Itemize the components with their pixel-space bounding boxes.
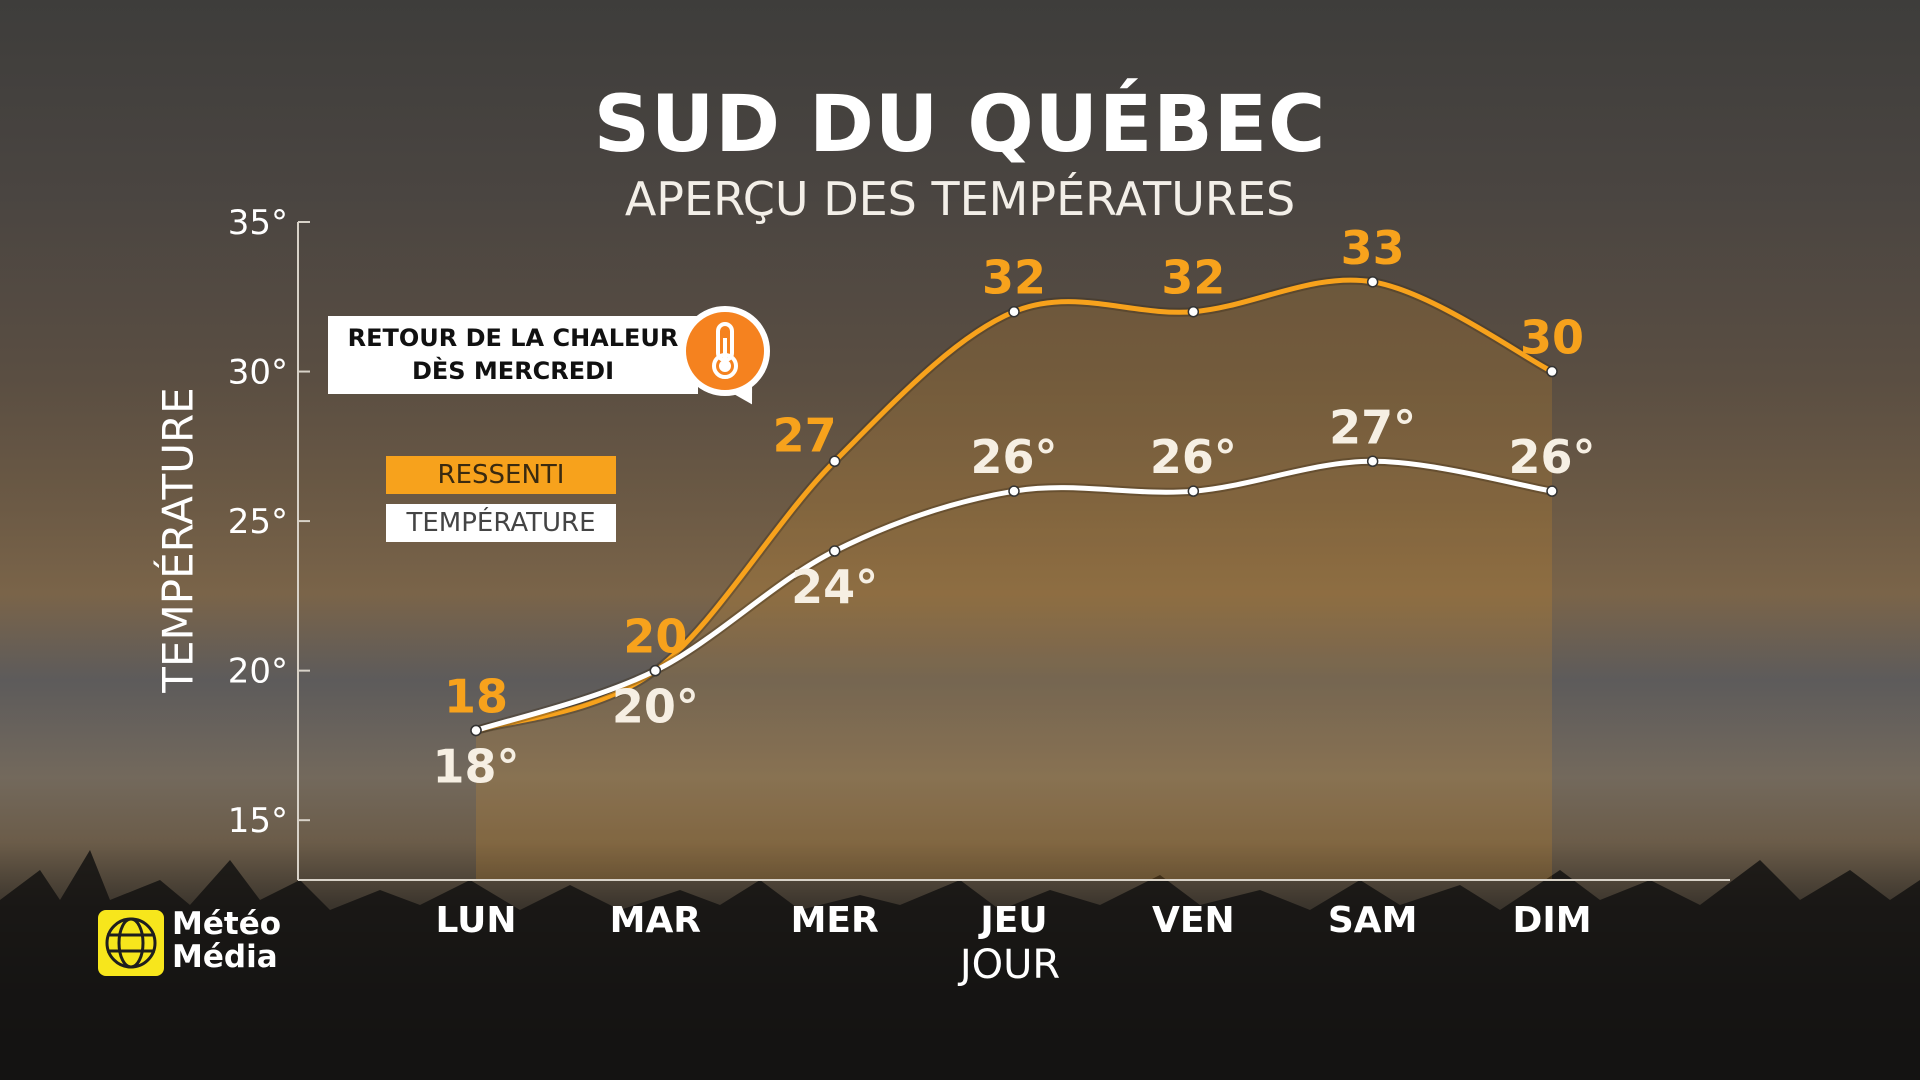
data-label-ressenti: 33 — [1341, 221, 1405, 275]
data-point-ressenti — [1366, 276, 1379, 288]
data-label-temperature: 26° — [1508, 430, 1595, 484]
data-point-temperature — [649, 664, 662, 677]
data-label-temperature: 24° — [791, 560, 878, 614]
x-axis-title: JOUR — [959, 942, 1061, 988]
data-label-temperature: 26° — [970, 430, 1057, 484]
legend: RESSENTI TEMPÉRATURE — [386, 456, 616, 552]
logo-text-line-1: Météo — [172, 906, 282, 942]
chart-title: SUD DU QUÉBEC — [593, 80, 1327, 170]
y-tick-label: 25° — [228, 502, 288, 542]
heat-return-callout: RETOUR DE LA CHALEUR DÈS MERCREDI — [328, 316, 698, 394]
thermometer-badge — [680, 306, 770, 396]
data-point-ressenti — [1546, 365, 1558, 378]
data-point-temperature — [470, 724, 482, 737]
axes-layer: 15° 20° 25° 30° 35° LUN MAR MER JEU VEN SAM DIM — [228, 203, 1730, 941]
y-axis-title: TEMPÉRATURE — [153, 387, 203, 693]
data-point-ressenti — [1187, 305, 1200, 318]
data-label-ressenti: 32 — [982, 251, 1046, 305]
legend-item-temperature: TEMPÉRATURE — [386, 504, 616, 542]
data-label-temperature: 26° — [1150, 430, 1237, 484]
y-tick-label: 35° — [228, 203, 288, 243]
data-point-temperature — [1008, 485, 1020, 497]
logo-text: Météo Média — [172, 908, 281, 974]
y-tick-label: 20° — [228, 652, 288, 692]
series-points-layer — [470, 276, 1558, 737]
data-label-ressenti: 27 — [773, 408, 837, 462]
logo-globe-icon — [98, 910, 164, 976]
meteomedia-logo: Météo Média — [98, 908, 298, 978]
logo-text-line-2: Média — [172, 939, 278, 975]
legend-item-ressenti: RESSENTI — [386, 456, 616, 494]
data-label-ressenti: 20 — [623, 610, 687, 664]
y-tick-label: 30° — [228, 353, 288, 393]
data-label-temperature: 27° — [1329, 400, 1416, 454]
feels-like-area — [476, 280, 1552, 880]
x-tick-label: LUN — [435, 900, 516, 941]
data-point-temperature — [1546, 485, 1558, 497]
data-point-temperature — [828, 545, 841, 557]
data-labels-layer: 18 20 27 32 32 33 30 18° 20° 24° 26° 26° 27° 26° — [432, 221, 1595, 794]
data-point-temperature — [1366, 455, 1379, 468]
y-tick-label: 15° — [228, 801, 288, 841]
x-tick-label: VEN — [1152, 900, 1235, 941]
thermometer-icon — [712, 322, 738, 379]
x-tick-label: JEU — [977, 900, 1047, 941]
chart-subtitle: APERÇU DES TEMPÉRATURES — [624, 172, 1296, 226]
data-point-temperature — [1187, 485, 1200, 497]
callout-line-2: DÈS MERCREDI — [411, 357, 615, 385]
callout-line-1: RETOUR DE LA CHALEUR — [347, 324, 679, 352]
data-label-ressenti: 30 — [1520, 311, 1584, 365]
data-label-temperature: 20° — [612, 680, 699, 734]
x-tick-label: MAR — [610, 900, 701, 941]
x-tick-label: DIM — [1512, 900, 1591, 941]
feels-like-area-layer — [476, 280, 1552, 880]
data-point-ressenti — [828, 455, 841, 468]
data-point-ressenti — [1008, 305, 1020, 318]
x-tick-label: MER — [791, 900, 879, 941]
x-tick-label: SAM — [1328, 900, 1418, 941]
data-label-ressenti: 32 — [1161, 251, 1225, 305]
data-label-ressenti: 18 — [444, 669, 508, 723]
data-label-temperature: 18° — [432, 739, 519, 793]
